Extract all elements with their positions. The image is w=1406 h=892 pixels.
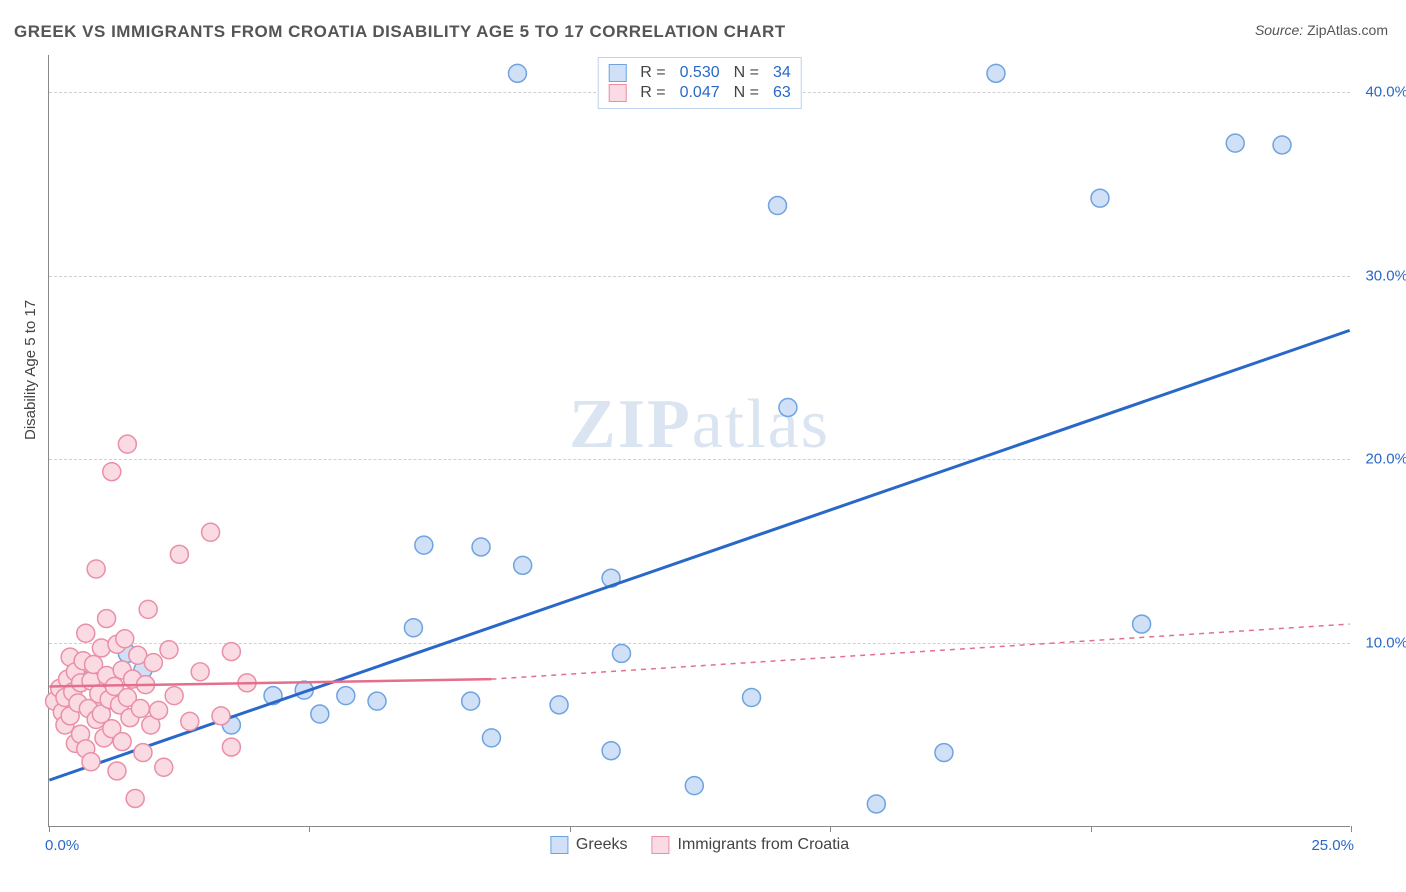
scatter-point — [222, 643, 240, 661]
scatter-point — [108, 762, 126, 780]
scatter-point — [113, 733, 131, 751]
scatter-point — [116, 630, 134, 648]
scatter-point — [82, 753, 100, 771]
y-axis-label: Disability Age 5 to 17 — [22, 300, 39, 440]
x-tick — [1351, 826, 1352, 832]
scatter-point — [462, 692, 480, 710]
y-tick-label: 40.0% — [1365, 83, 1406, 100]
scatter-point — [415, 536, 433, 554]
scatter-point — [77, 624, 95, 642]
y-tick-label: 10.0% — [1365, 635, 1406, 652]
scatter-point — [743, 689, 761, 707]
scatter-point — [1273, 136, 1291, 154]
scatter-point — [87, 560, 105, 578]
scatter-point — [602, 742, 620, 760]
scatter-point — [987, 64, 1005, 82]
y-tick-label: 30.0% — [1365, 267, 1406, 284]
trend-line — [49, 330, 1349, 780]
scatter-point — [472, 538, 490, 556]
plot-area: ZIPatlas 10.0%20.0%30.0%40.0% 0.0% 25.0%… — [48, 55, 1350, 827]
scatter-point — [131, 700, 149, 718]
scatter-point — [1133, 615, 1151, 633]
scatter-point — [368, 692, 386, 710]
scatter-point — [170, 545, 188, 563]
scatter-point — [867, 795, 885, 813]
legend-item-greeks: Greeks — [550, 836, 628, 854]
scatter-point — [337, 687, 355, 705]
x-tick — [309, 826, 310, 832]
scatter-point — [935, 744, 953, 762]
series-legend: Greeks Immigrants from Croatia — [550, 836, 849, 854]
x-tick — [570, 826, 571, 832]
scatter-point — [144, 654, 162, 672]
y-tick-label: 20.0% — [1365, 451, 1406, 468]
scatter-point — [165, 687, 183, 705]
scatter-point — [311, 705, 329, 723]
scatter-point — [139, 600, 157, 618]
legend-label-greeks: Greeks — [576, 836, 628, 854]
scatter-point — [508, 64, 526, 82]
scatter-point — [155, 758, 173, 776]
scatter-point — [126, 789, 144, 807]
chart-title: GREEK VS IMMIGRANTS FROM CROATIA DISABIL… — [14, 22, 786, 42]
x-tick-label-min: 0.0% — [45, 837, 79, 854]
scatter-point — [514, 556, 532, 574]
scatter-point — [103, 463, 121, 481]
scatter-point — [779, 398, 797, 416]
source-attribution: Source: ZipAtlas.com — [1255, 22, 1388, 38]
scatter-point — [685, 777, 703, 795]
scatter-point — [150, 701, 168, 719]
scatter-point — [612, 644, 630, 662]
scatter-point — [404, 619, 422, 637]
scatter-point — [1226, 134, 1244, 152]
legend-label-croatia: Immigrants from Croatia — [677, 836, 849, 854]
scatter-point — [202, 523, 220, 541]
scatter-point — [191, 663, 209, 681]
chart-container: GREEK VS IMMIGRANTS FROM CROATIA DISABIL… — [0, 0, 1406, 892]
x-tick — [830, 826, 831, 832]
x-tick-label-max: 25.0% — [1311, 837, 1354, 854]
scatter-point — [550, 696, 568, 714]
scatter-svg — [49, 55, 1350, 826]
x-tick — [49, 826, 50, 832]
scatter-point — [98, 610, 116, 628]
scatter-point — [222, 738, 240, 756]
scatter-point — [118, 435, 136, 453]
scatter-point — [134, 744, 152, 762]
x-tick — [1091, 826, 1092, 832]
scatter-point — [1091, 189, 1109, 207]
scatter-point — [482, 729, 500, 747]
scatter-point — [212, 707, 230, 725]
swatch-croatia-bottom — [651, 836, 669, 854]
scatter-point — [181, 712, 199, 730]
scatter-point — [769, 197, 787, 215]
scatter-point — [160, 641, 178, 659]
swatch-greeks-bottom — [550, 836, 568, 854]
legend-item-croatia: Immigrants from Croatia — [651, 836, 849, 854]
source-label: Source: — [1255, 22, 1303, 38]
source-value: ZipAtlas.com — [1307, 22, 1388, 38]
